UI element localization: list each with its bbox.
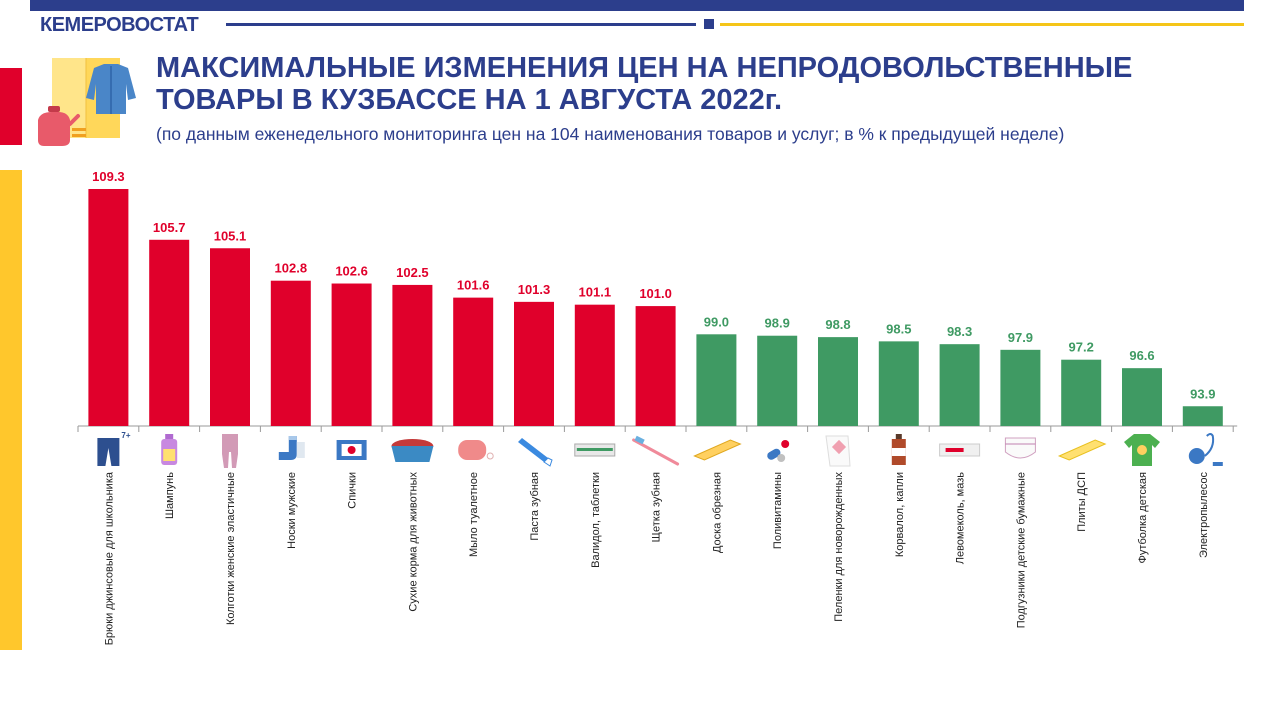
category-label: Корвалол, капли	[894, 472, 906, 557]
bar	[453, 297, 494, 426]
category-label: Брюки джинсовые для школьника	[103, 471, 115, 645]
page-subtitle: (по данным еженедельного мониторинга цен…	[156, 124, 1065, 144]
data-label: 101.0	[639, 286, 672, 301]
bar	[818, 337, 858, 426]
category-label: Сухие корма для животных	[407, 472, 419, 612]
tights-icon	[222, 434, 238, 468]
side-accent-yellow	[0, 170, 22, 650]
title-line-1: МАКСИМАЛЬНЫЕ ИЗМЕНЕНИЯ ЦЕН НА НЕПРОДОВОЛ…	[156, 52, 1133, 84]
title-line-2: ТОВАРЫ В КУЗБАССЕ НА 1 АВГУСТА 2022г.	[156, 84, 783, 116]
kids-tshirt-icon	[1124, 434, 1160, 466]
svg-text:7+: 7+	[121, 431, 130, 440]
category-label: Колготки женские эластичные	[225, 472, 237, 625]
bar	[392, 284, 433, 426]
bar	[939, 344, 980, 426]
category-label: Футболка детская	[1137, 472, 1149, 563]
header-rule-blue	[226, 23, 696, 26]
brand-logo-text: КЕМЕРОВОСТАТ	[40, 14, 199, 36]
bar	[331, 283, 372, 426]
header-rule-yellow	[720, 23, 1244, 26]
bar	[635, 306, 676, 426]
category-label: Электропылесос	[1198, 472, 1210, 558]
category-label: Поливитамины	[772, 472, 784, 549]
category-label: Доска обрезная	[711, 472, 723, 553]
data-label: 97.9	[1008, 330, 1033, 345]
toothbrush-icon	[632, 435, 680, 466]
vacuum-cleaner-icon	[1188, 433, 1223, 466]
data-label: 98.3	[947, 324, 972, 339]
data-label: 101.6	[457, 278, 490, 293]
toothpaste-icon	[518, 438, 553, 467]
category-label: Валидол, таблетки	[590, 472, 602, 568]
wooden-board-icon	[693, 439, 742, 461]
data-label: 102.8	[275, 261, 308, 276]
data-label: 101.3	[518, 282, 551, 297]
data-label: 102.6	[335, 264, 368, 279]
bar	[878, 341, 919, 426]
soap-icon	[458, 440, 494, 460]
data-label: 101.1	[579, 285, 612, 300]
bar	[1000, 349, 1041, 426]
vitamin-pills-icon	[767, 440, 790, 462]
category-label: Мыло туалетное	[468, 472, 480, 557]
page-title: МАКСИМАЛЬНЫЕ ИЗМЕНЕНИЯ ЦЕН НА НЕПРОДОВОЛ…	[156, 52, 1256, 116]
wardrobe-kettle-icon	[38, 58, 136, 146]
data-label: 105.1	[214, 228, 247, 243]
top-stripe	[30, 0, 1244, 11]
category-label: Подгузники детские бумажные	[1015, 472, 1027, 628]
category-label: Шампунь	[164, 472, 176, 519]
bar	[574, 304, 615, 426]
diaper-icon	[1004, 437, 1036, 459]
bar	[514, 301, 554, 426]
category-label: Левомеколь, мазь	[955, 472, 967, 565]
shampoo-bottle-icon	[161, 434, 178, 465]
data-label: 93.9	[1190, 386, 1215, 401]
category-label: Плиты ДСП	[1076, 472, 1088, 532]
bar	[696, 334, 737, 426]
bar	[1122, 368, 1162, 426]
bar	[1182, 406, 1223, 426]
header-rule-square	[704, 19, 714, 29]
socks-icon	[278, 436, 305, 460]
pet-food-bowl-icon	[391, 439, 434, 462]
bar	[1061, 359, 1102, 426]
data-label: 99.0	[704, 314, 729, 329]
category-label: Щетка зубная	[651, 472, 663, 542]
data-label: 105.7	[153, 220, 186, 235]
ointment-tube-icon	[939, 443, 981, 457]
data-label: 98.9	[765, 316, 790, 331]
bar	[149, 239, 190, 426]
data-label: 97.2	[1069, 340, 1094, 355]
bar	[88, 189, 129, 426]
bar	[210, 248, 250, 426]
data-label: 102.5	[396, 265, 429, 280]
category-label: Пеленки для новорожденных	[833, 472, 845, 622]
baby-diaper-cloth-icon	[825, 435, 851, 467]
bar	[270, 280, 311, 426]
medicine-bottle-icon	[891, 434, 906, 465]
category-label: Паста зубная	[529, 472, 541, 541]
jeans-icon: 7+	[97, 431, 131, 466]
category-label: Носки мужские	[286, 472, 298, 549]
data-label: 109.3	[92, 169, 125, 184]
data-label: 96.6	[1129, 348, 1154, 363]
side-accent-red	[0, 68, 22, 145]
category-label: Спички	[347, 472, 359, 509]
chipboard-icon	[1057, 439, 1107, 461]
pill-blister-icon	[574, 443, 616, 457]
data-label: 98.5	[886, 321, 911, 336]
matchbox-icon	[336, 440, 367, 460]
data-label: 98.8	[825, 317, 850, 332]
bar	[757, 335, 798, 426]
